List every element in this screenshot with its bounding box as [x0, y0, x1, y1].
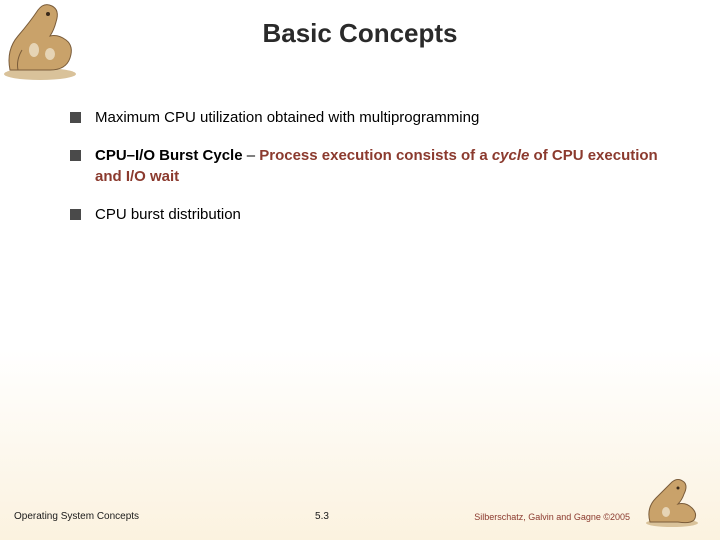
content-area: Maximum CPU utilization obtained with mu…	[70, 108, 670, 243]
bullet-item: CPU burst distribution	[70, 205, 670, 225]
square-bullet-icon	[70, 150, 81, 161]
dinosaur-corner-bottom-icon	[642, 478, 702, 528]
bullet-text: CPU burst distribution	[95, 205, 670, 225]
footer-copyright: Silberschatz, Galvin and Gagne ©2005	[474, 512, 630, 522]
bullet-item: CPU–I/O Burst Cycle – Process execution …	[70, 146, 670, 187]
bullet-text: CPU–I/O Burst Cycle – Process execution …	[95, 146, 670, 187]
footer: Operating System Concepts 5.3 Silberscha…	[14, 511, 630, 522]
bullet-item: Maximum CPU utilization obtained with mu…	[70, 108, 670, 128]
footer-page-number: 5.3	[315, 511, 329, 522]
bullet-text: Maximum CPU utilization obtained with mu…	[95, 108, 670, 128]
square-bullet-icon	[70, 209, 81, 220]
footer-left: Operating System Concepts	[14, 511, 139, 522]
slide-title: Basic Concepts	[0, 18, 720, 49]
slide: Basic Concepts Maximum CPU utilization o…	[0, 0, 720, 540]
square-bullet-icon	[70, 112, 81, 123]
